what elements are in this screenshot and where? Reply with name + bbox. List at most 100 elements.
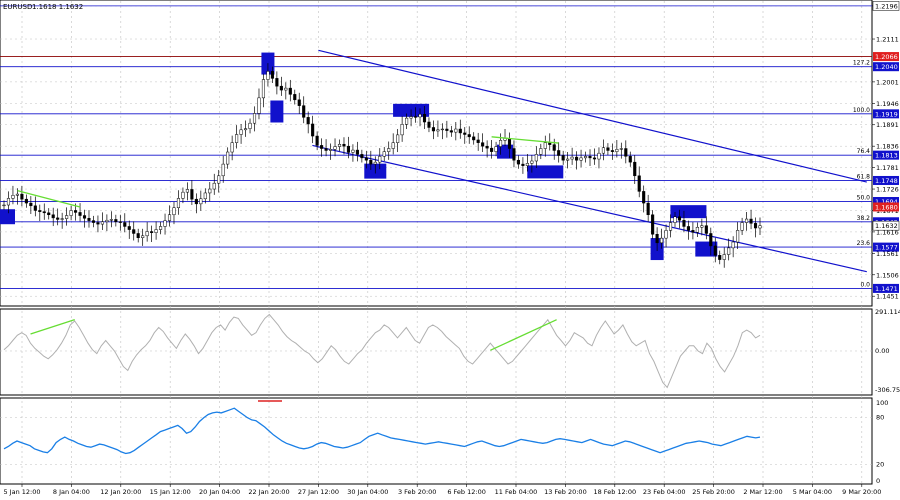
candle-body: [311, 123, 315, 137]
candle-body: [118, 221, 122, 223]
candle-body: [20, 193, 24, 200]
candle-body: [507, 138, 512, 149]
candle-body: [15, 193, 19, 196]
candle-body: [651, 214, 655, 235]
rsi-line: [3, 407, 761, 455]
price-axis-label: 1.1781: [876, 164, 899, 172]
candle-body: [194, 198, 198, 205]
time-axis-label: 5 Jan 12:00: [3, 488, 40, 496]
candle-body: [203, 192, 207, 200]
osc2-axis-label: 0: [876, 477, 880, 485]
osc1-axis-label: -306.75: [875, 386, 900, 394]
candle-body: [516, 159, 520, 165]
candle-body: [252, 113, 257, 124]
candle-body: [293, 94, 297, 101]
candle-body: [543, 142, 547, 149]
candle-body: [637, 175, 641, 192]
candle-body: [221, 163, 225, 177]
candle-body: [440, 128, 444, 131]
candle-body: [127, 226, 131, 230]
candle-body: [700, 225, 704, 228]
price-tag-label: 1.2040: [875, 63, 898, 71]
candle-body: [279, 85, 283, 91]
candle-body: [686, 226, 690, 231]
candle-body: [87, 218, 91, 221]
candle-body: [266, 71, 270, 80]
price-tag-label: 1.1680: [875, 203, 898, 211]
price-axis-label: 1.1506: [876, 271, 899, 279]
price-axis-label: 1.1561: [876, 250, 899, 258]
candle-body: [2, 204, 6, 207]
swing-marker: [270, 100, 284, 123]
price-axis-label: 1.1946: [876, 100, 899, 108]
candle-body: [498, 140, 503, 147]
candle-body: [673, 216, 677, 223]
candle-body: [579, 157, 583, 161]
divergence-lines: [17, 136, 559, 208]
candle-body: [610, 150, 614, 152]
candle-body: [405, 117, 409, 125]
candle-body: [78, 212, 82, 216]
candle-body: [557, 150, 561, 156]
candle-body: [382, 151, 386, 157]
candle-body: [458, 128, 462, 134]
candle-body: [740, 222, 744, 231]
candle-body: [74, 210, 78, 213]
swing-marker: [670, 205, 707, 219]
candle-body: [378, 156, 382, 163]
candle-body: [248, 122, 252, 129]
candle-body: [33, 205, 37, 211]
time-axis: 5 Jan 12:00 8 Jan 04:00 12 Jan 20:00 15 Jan…: [3, 484, 881, 496]
candle-body: [333, 146, 337, 150]
candle-body: [29, 202, 33, 207]
candle-body: [713, 245, 717, 256]
candle-body: [655, 233, 659, 244]
candle-body: [539, 148, 543, 155]
cci-divergence-line: [30, 319, 75, 335]
price-tag-label: 1.1919: [875, 110, 898, 118]
price-tag-label: 1.1632: [875, 222, 898, 230]
candle-body: [150, 231, 154, 233]
time-axis-label: 23 Feb 04:00: [643, 488, 686, 496]
price-axis-label: 1.1451: [876, 293, 899, 301]
candle-body: [570, 156, 574, 160]
price-axis-label: 1.1836: [876, 143, 899, 151]
candle-body: [606, 147, 610, 151]
candle-body: [727, 247, 731, 255]
candle-body: [418, 113, 422, 118]
candle-body: [646, 202, 650, 216]
symbol-label: EURUSD: [3, 3, 32, 11]
osc2-panel: [0, 397, 873, 485]
descending-channel: [312, 49, 867, 273]
price-axis-label: 1.2001: [876, 78, 899, 86]
price-axis-label: 1.2111: [876, 36, 899, 44]
candle-body: [141, 235, 145, 239]
price-tag-label: 1.1694: [875, 198, 898, 206]
price-tag-label: 1.2066: [875, 53, 898, 61]
candle-body: [709, 233, 713, 247]
candle-body: [445, 128, 449, 131]
candle-body: [47, 212, 51, 216]
fib-level-label: 76.4: [857, 148, 871, 155]
candle-body: [745, 218, 749, 223]
candle-body: [167, 214, 172, 221]
osc1-panel: [0, 308, 873, 396]
price-tag-box: [873, 202, 899, 212]
candle-body: [525, 163, 529, 166]
swing-marker: [527, 165, 564, 179]
candle-body: [566, 158, 570, 161]
candle-body: [668, 222, 673, 231]
price-tag-box: [872, 220, 900, 231]
candle-body: [56, 217, 60, 220]
time-axis-label: 15 Jan 12:00: [150, 488, 191, 496]
candle-body: [364, 157, 368, 161]
candle-body: [552, 144, 556, 151]
candle-body: [624, 148, 628, 157]
time-axis-label: 11 Feb 04:00: [495, 488, 538, 496]
candle-body: [575, 156, 579, 161]
candle-body: [718, 255, 722, 260]
price-tag-box: [873, 52, 899, 62]
candle-body: [226, 151, 230, 165]
candle-body: [217, 175, 221, 184]
